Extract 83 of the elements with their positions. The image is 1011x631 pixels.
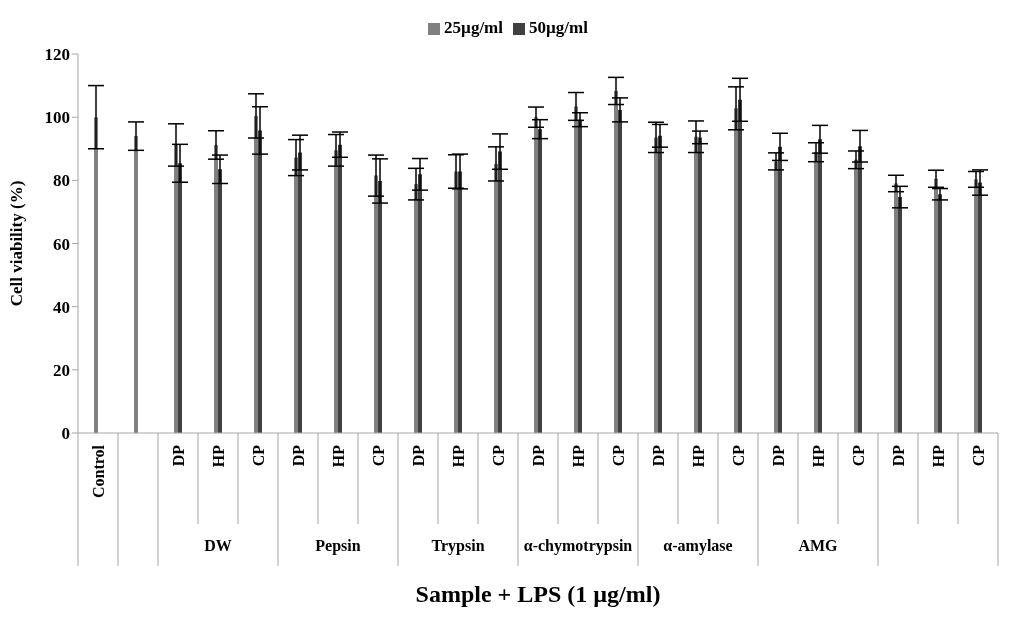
bar — [654, 137, 658, 433]
bar — [894, 183, 898, 433]
bar — [818, 139, 822, 433]
bar — [378, 180, 382, 433]
bar — [978, 182, 982, 433]
bar — [778, 146, 782, 433]
x-tick-label: HP — [569, 444, 587, 468]
bar — [574, 106, 578, 433]
bar — [974, 179, 978, 433]
bar — [418, 174, 422, 433]
bar — [534, 117, 538, 433]
bar — [698, 137, 702, 433]
bar — [618, 109, 622, 433]
bar — [858, 146, 862, 433]
bar — [538, 129, 542, 433]
y-tick-label: 80 — [53, 171, 70, 191]
bar — [414, 184, 418, 433]
x-tick-label: DP — [289, 444, 307, 467]
bar — [134, 136, 138, 433]
x-tick-label: HP — [449, 444, 467, 468]
x-tick-label: Control — [89, 444, 107, 499]
bar — [578, 119, 582, 433]
text: α-amylase — [663, 537, 733, 555]
bar — [94, 117, 98, 433]
bar — [854, 159, 858, 433]
legend-label: 50µg/ml — [529, 18, 588, 37]
text: Pepsin — [315, 537, 361, 555]
y-tick-label: 20 — [53, 360, 70, 380]
x-tick-label: CP — [969, 444, 987, 467]
bar — [658, 135, 662, 433]
x-tick-label: CP — [249, 444, 267, 467]
bar — [458, 171, 462, 433]
bar — [178, 163, 182, 433]
x-tick-label: HP — [329, 444, 347, 468]
x-tick-label: DP — [409, 444, 427, 467]
text: α-chymotrypsin — [523, 537, 633, 555]
bar — [898, 197, 902, 433]
bar — [694, 136, 698, 433]
bar — [454, 171, 458, 433]
bar — [298, 152, 302, 433]
x-tick-label: CP — [849, 444, 867, 467]
bar — [498, 151, 502, 433]
x-tick-label: DP — [529, 444, 547, 467]
x-tick-label: CP — [369, 444, 387, 467]
y-tick-label: 120 — [44, 45, 70, 65]
y-tick-label: 40 — [53, 297, 70, 317]
bar — [334, 150, 338, 433]
y-tick-label: 0 — [61, 424, 70, 444]
x-axis-title: Sample + LPS (1 µg/ml) — [415, 581, 661, 607]
x-tick-label: HP — [809, 444, 827, 468]
bar — [814, 152, 818, 433]
bar — [938, 194, 942, 433]
bar — [258, 130, 262, 433]
text: AMG — [798, 537, 839, 554]
x-tick-label: HP — [689, 444, 707, 468]
bar — [934, 178, 938, 433]
y-tick-label: 60 — [53, 234, 70, 254]
bar — [374, 175, 378, 433]
x-tick-label: HP — [209, 444, 227, 468]
bar — [338, 144, 342, 433]
bar — [774, 161, 778, 433]
text: Trypsin — [431, 537, 485, 555]
bar — [254, 115, 258, 433]
bar — [174, 144, 178, 433]
bar — [738, 99, 742, 433]
bar — [294, 157, 298, 433]
bar — [614, 90, 618, 433]
bar — [214, 144, 218, 433]
x-tick-label: DP — [649, 444, 667, 467]
x-tick-label: CP — [489, 444, 507, 467]
bar — [494, 163, 498, 433]
x-tick-label: CP — [729, 444, 747, 467]
y-tick-label: 100 — [44, 108, 70, 128]
x-tick-label: DP — [169, 444, 187, 467]
y-axis-title: Cell viability (%) — [7, 180, 27, 307]
bar — [734, 108, 738, 433]
bar — [218, 169, 222, 433]
x-tick-label: DP — [769, 444, 787, 467]
legend-label: 25µg/ml — [444, 18, 503, 37]
x-tick-label: DP — [889, 444, 907, 467]
x-tick-label: HP — [929, 444, 947, 468]
x-tick-label: CP — [609, 444, 627, 467]
text: DW — [204, 537, 232, 554]
